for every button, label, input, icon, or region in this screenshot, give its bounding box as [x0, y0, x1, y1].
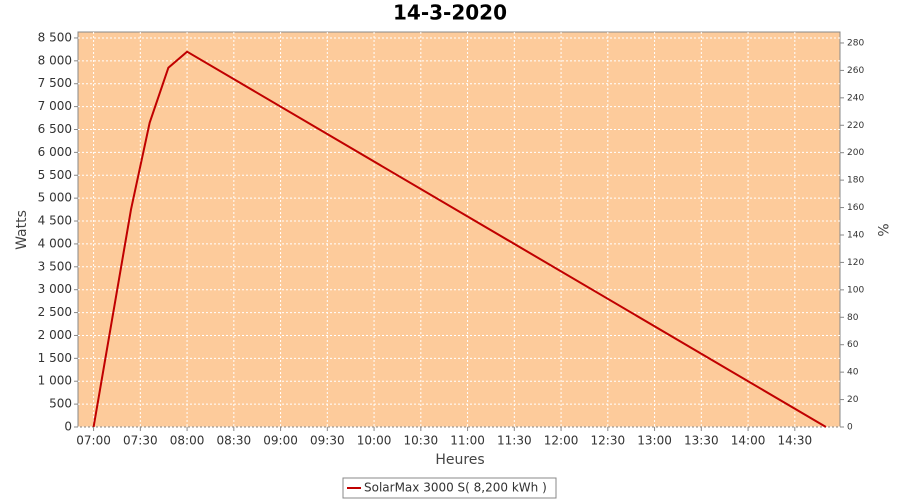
y-tick-label: 5 000	[38, 191, 72, 205]
legend-label: SolarMax 3000 S( 8,200 kWh )	[364, 481, 547, 495]
x-tick-label: 07:00	[76, 434, 111, 448]
y-tick-label: 3 000	[38, 282, 72, 296]
x-tick-label: 10:00	[357, 434, 392, 448]
y2-tick-label: 0	[847, 423, 853, 433]
y-tick-label: 6 500	[38, 122, 72, 136]
x-tick-label: 09:00	[263, 434, 298, 448]
x-tick-label: 11:30	[497, 434, 532, 448]
x-tick-label: 13:30	[684, 434, 719, 448]
legend-box	[342, 477, 557, 499]
x-tick-label: 10:30	[404, 434, 439, 448]
chart-title: 14-3-2020	[393, 1, 507, 25]
y2-tick-label: 140	[847, 230, 864, 240]
y-tick-label: 1 000	[38, 374, 72, 388]
x-tick-label: 07:30	[123, 434, 158, 448]
x-tick-label: 14:00	[731, 434, 766, 448]
y-tick-label: 5 500	[38, 168, 72, 182]
y-tick-label: 8 500	[38, 30, 72, 44]
y-tick-label: 4 000	[38, 236, 72, 250]
y-tick-label: 0	[64, 420, 72, 434]
x-tick-label: 08:30	[217, 434, 252, 448]
y2-tick-label: 40	[847, 368, 859, 378]
x-tick-label: 09:30	[310, 434, 345, 448]
y-tick-label: 500	[49, 397, 72, 411]
y-tick-label: 2 000	[38, 328, 72, 342]
y-tick-label: 7 000	[38, 99, 72, 113]
x-tick-label: 11:00	[450, 434, 485, 448]
y2-tick-label: 60	[847, 340, 859, 350]
data-line	[92, 50, 827, 428]
y2-tick-label: 240	[847, 93, 864, 103]
x-tick-label: 12:30	[591, 434, 626, 448]
y-tick-label: 8 000	[38, 53, 72, 67]
y2-tick-label: 20	[847, 395, 859, 405]
y2-tick-label: 100	[847, 285, 864, 295]
x-tick-label: 12:00	[544, 434, 579, 448]
y-tick-label: 4 500	[38, 214, 72, 228]
y2-tick-label: 200	[847, 148, 864, 158]
y2-axis-title: %	[874, 223, 890, 236]
y2-tick-label: 220	[847, 121, 864, 131]
y-tick-label: 1 500	[38, 351, 72, 365]
y2-tick-label: 180	[847, 176, 864, 186]
y-tick-label: 6 000	[38, 145, 72, 159]
x-axis-title: Heures	[435, 452, 484, 468]
y2-tick-label: 280	[847, 38, 864, 48]
x-tick-label: 13:00	[637, 434, 672, 448]
y2-tick-label: 120	[847, 258, 864, 268]
y-tick-label: 7 500	[38, 76, 72, 90]
x-tick-label: 08:00	[170, 434, 205, 448]
x-tick-label: 14:30	[778, 434, 813, 448]
y2-tick-label: 80	[847, 313, 859, 323]
y-axis-title: Watts	[14, 210, 30, 250]
y2-tick-label: 260	[847, 66, 864, 76]
y-tick-label: 2 500	[38, 305, 72, 319]
y2-tick-label: 160	[847, 203, 864, 213]
y-tick-label: 3 500	[38, 259, 72, 273]
